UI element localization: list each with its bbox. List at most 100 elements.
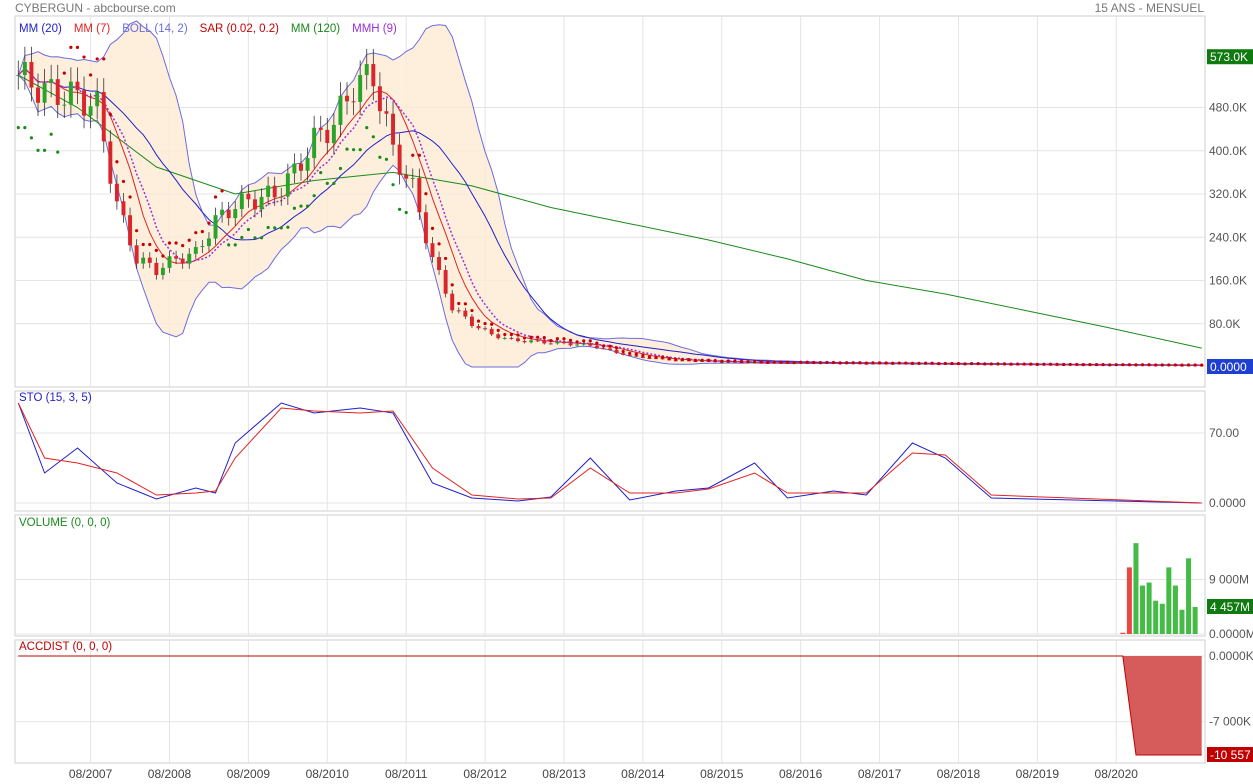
sar-dot bbox=[135, 229, 139, 233]
candle-body bbox=[489, 328, 494, 335]
sar-dot bbox=[56, 150, 60, 154]
candle-body bbox=[345, 95, 349, 102]
sar-dot bbox=[411, 153, 415, 157]
price-legend-item: MM (120) bbox=[290, 23, 341, 35]
sar-dot bbox=[233, 243, 237, 247]
candle-body bbox=[55, 79, 60, 105]
sar-dot bbox=[950, 361, 954, 366]
x-tick-label: 08/2009 bbox=[227, 767, 271, 781]
x-tick-label: 08/2008 bbox=[148, 767, 192, 781]
candle-body bbox=[299, 163, 303, 171]
candle-body bbox=[62, 104, 67, 106]
sar-dot bbox=[726, 359, 730, 363]
sar-dot bbox=[536, 335, 540, 339]
sar-dot bbox=[614, 346, 619, 350]
sar-dot bbox=[384, 157, 389, 161]
sar-dot bbox=[963, 362, 967, 366]
candle-body bbox=[555, 341, 560, 344]
candle-body bbox=[535, 340, 540, 342]
sar-dot bbox=[542, 335, 546, 340]
sar-dot bbox=[417, 153, 421, 157]
candle-body bbox=[49, 79, 54, 84]
sar-dot bbox=[891, 361, 895, 365]
candle-body bbox=[575, 344, 580, 346]
sar-dot bbox=[470, 308, 474, 313]
sar-dot bbox=[1029, 362, 1033, 366]
price-zero-badge: 0.0000 bbox=[1210, 360, 1247, 374]
sar-dot bbox=[115, 160, 119, 164]
sar-dot bbox=[259, 236, 264, 240]
candle-body bbox=[121, 201, 126, 216]
sar-dot bbox=[266, 225, 270, 230]
price-last-badge: 573.0K bbox=[1210, 50, 1248, 64]
sar-dot bbox=[766, 360, 770, 364]
candle-body bbox=[496, 334, 501, 339]
sar-dot bbox=[516, 333, 520, 337]
sar-dot bbox=[371, 135, 375, 139]
sar-dot bbox=[167, 241, 172, 245]
candle-body bbox=[483, 328, 488, 330]
sto-legend: STO (15, 3, 5) bbox=[19, 392, 92, 404]
sar-dot bbox=[338, 166, 343, 171]
candle-body bbox=[397, 144, 402, 175]
sar-dot bbox=[450, 283, 454, 287]
sar-dot bbox=[292, 206, 297, 210]
price-legend-item: MM (7) bbox=[73, 23, 111, 35]
sar-dot bbox=[430, 226, 435, 230]
candle-body bbox=[338, 95, 343, 125]
accdist-tick-label: 0.0000K bbox=[1209, 649, 1253, 663]
candle-body bbox=[141, 257, 146, 264]
sar-dot bbox=[1088, 362, 1092, 367]
candle-body bbox=[640, 356, 645, 358]
sar-dot bbox=[332, 181, 336, 185]
sar-dot bbox=[286, 225, 290, 229]
candle-body bbox=[469, 316, 474, 327]
sar-dot bbox=[680, 357, 684, 362]
sar-dot bbox=[779, 360, 783, 364]
candle-body bbox=[522, 341, 527, 343]
candle-body bbox=[364, 64, 369, 76]
volume-bar bbox=[1186, 558, 1192, 634]
candle-body bbox=[272, 185, 277, 198]
sar-dot bbox=[1121, 363, 1125, 367]
panel-frame bbox=[14, 15, 1206, 388]
candle-body bbox=[29, 61, 34, 88]
sar-dot bbox=[1140, 363, 1145, 367]
candle-body bbox=[568, 343, 573, 346]
sar-dot bbox=[628, 351, 632, 356]
sar-dot bbox=[496, 328, 500, 333]
candle-body bbox=[279, 196, 284, 198]
sar-dot bbox=[424, 192, 428, 196]
sar-dot bbox=[213, 195, 218, 199]
candle-body bbox=[588, 343, 593, 346]
candle-body bbox=[515, 338, 520, 342]
sar-dot bbox=[1042, 362, 1046, 366]
accdist-legend: ACCDIST (0, 0, 0) bbox=[19, 641, 113, 653]
price-legend: MM (20) MM (7) BOLL (14, 2) SAR (0.02, 0.2)… bbox=[19, 23, 409, 35]
sto-d-line bbox=[17, 402, 1202, 504]
candle-body bbox=[154, 262, 159, 275]
accdist-last-badge: -10 557 bbox=[1210, 748, 1251, 762]
sar-dot bbox=[621, 349, 625, 354]
sar-dot bbox=[871, 361, 875, 365]
candle-body bbox=[108, 141, 113, 184]
sar-dot bbox=[910, 361, 915, 365]
candle-body bbox=[160, 267, 165, 275]
candle-body bbox=[417, 177, 422, 213]
price-tick-label: 240.0K bbox=[1209, 230, 1247, 244]
mm120-line bbox=[18, 74, 1202, 349]
candle-body bbox=[16, 75, 21, 77]
volume-bar bbox=[1192, 607, 1198, 634]
sar-dot bbox=[75, 45, 80, 49]
sar-dot bbox=[805, 360, 809, 364]
sar-dot bbox=[1094, 362, 1099, 367]
sar-dot bbox=[49, 132, 53, 136]
price-tick-label: 320.0K bbox=[1209, 187, 1247, 201]
candle-body bbox=[660, 358, 665, 360]
x-tick-label: 08/2018 bbox=[937, 767, 981, 781]
sar-dot bbox=[181, 244, 185, 248]
sar-dot bbox=[831, 360, 836, 365]
sar-dot bbox=[1022, 362, 1026, 366]
sar-dot bbox=[930, 361, 934, 365]
sar-dot bbox=[1048, 362, 1053, 366]
